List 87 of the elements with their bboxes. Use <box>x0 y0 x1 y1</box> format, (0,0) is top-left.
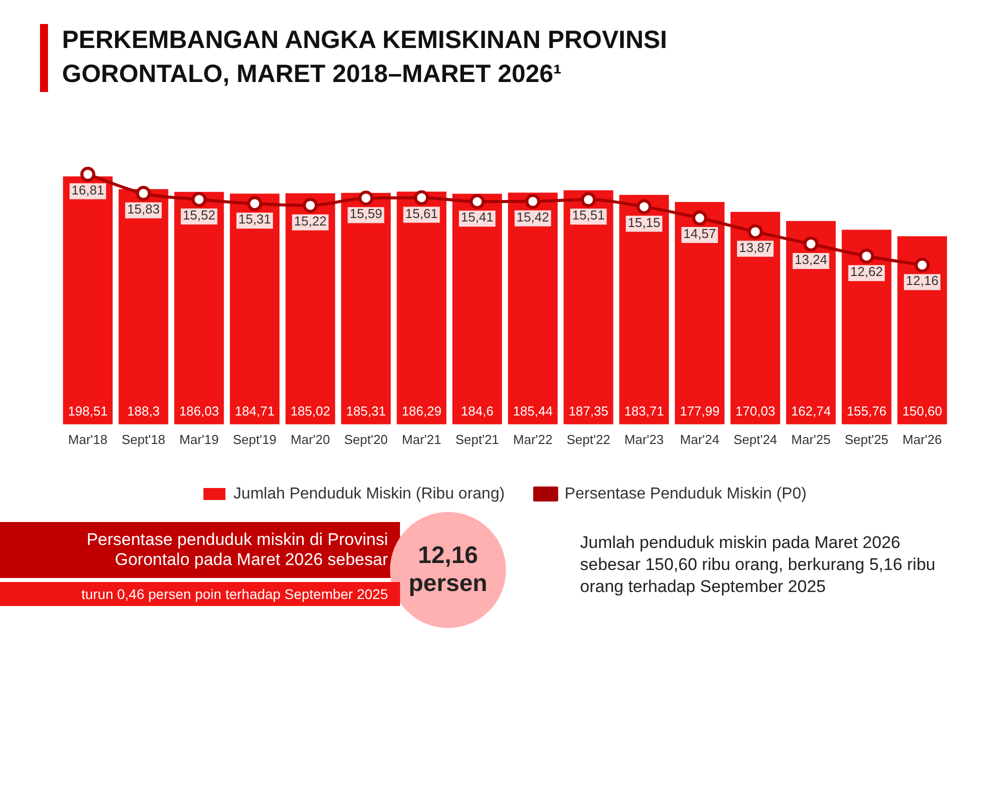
legend-label: Persentase Penduduk Miskin (P0) <box>564 484 807 502</box>
bar <box>452 193 502 424</box>
data-label: 183,71 <box>624 402 664 418</box>
x-tick-label: Sept'19 <box>232 431 277 446</box>
bar <box>564 190 614 424</box>
data-label: 185,02 <box>290 402 330 418</box>
point <box>914 257 930 272</box>
data-label: 187,35 <box>568 402 608 418</box>
x-tick-label: Mar'18 <box>68 431 108 446</box>
data-label: 12,62 <box>850 264 883 279</box>
text: Persentase penduduk miskin di Provinsi Gorontalo pada Maret 2026 sebesar <box>0 522 400 578</box>
data-label: 170,03 <box>735 402 776 418</box>
point <box>302 197 318 212</box>
x-tick-label: Sept'22 <box>566 431 610 446</box>
point <box>136 185 151 200</box>
text: Jumlah penduduk miskin pada Maret 2026 sebesar 150,60 ribu orang, berkurang 5,16 ribu orang terhadap September 2025 <box>580 532 936 598</box>
point <box>803 236 818 251</box>
x-tick-label: Sept'20 <box>344 431 388 446</box>
data-label: 184,71 <box>234 402 275 418</box>
data-label: 13,87 <box>739 239 772 254</box>
point <box>358 190 374 206</box>
data-label: 155,76 <box>846 402 886 418</box>
x-tick-label: Sept'25 <box>844 431 888 446</box>
bar <box>897 236 948 424</box>
data-label: 15,51 <box>572 207 605 222</box>
data-label: 15,31 <box>238 211 271 226</box>
data-label: 185,44 <box>512 402 553 418</box>
bar <box>786 220 836 424</box>
data-label: 15,52 <box>182 207 216 222</box>
data-label: 15,15 <box>628 214 660 230</box>
x-tick-label: Mar'20 <box>290 431 330 446</box>
bar <box>508 192 558 424</box>
point <box>80 166 96 182</box>
bar <box>341 192 391 424</box>
data-label: 12,16 <box>906 272 938 288</box>
data-label: 198,51 <box>68 402 108 418</box>
data-label: 15,59 <box>350 206 382 221</box>
data-label: 15,61 <box>405 205 438 220</box>
bar <box>62 176 113 424</box>
bar <box>730 211 780 424</box>
x-tick-label: Sept'24 <box>733 431 778 446</box>
data-label: 186,03 <box>179 402 219 418</box>
data-label: 15,41 <box>460 209 494 224</box>
legend-label: Jumlah Penduduk Miskin (Ribu orang) <box>233 484 505 502</box>
bar <box>285 192 336 424</box>
data-label: 14,57 <box>683 226 716 241</box>
x-tick-label: Mar'25 <box>791 431 831 446</box>
text: turun 0,46 persen poin terhadap September 2025 <box>0 582 400 606</box>
data-label: 16,81 <box>72 182 104 197</box>
x-tick-label: Mar'26 <box>902 431 942 446</box>
chart-title: PERKEMBANGAN ANGKA KEMISKINAN PROVINSI GORONTALO, MARET 2018–MARET 2026¹ <box>40 24 742 92</box>
x-tick-label: Mar'24 <box>680 431 720 446</box>
x-tick-label: Mar'23 <box>624 431 664 446</box>
x-tick-label: Sept'21 <box>455 431 500 446</box>
bar <box>674 201 725 424</box>
point <box>859 248 874 264</box>
point <box>247 196 262 211</box>
point <box>580 192 596 207</box>
point <box>470 194 485 209</box>
data-label: 186,29 <box>402 402 442 418</box>
point <box>636 198 652 214</box>
text: 12,16 persen <box>390 512 506 628</box>
bar <box>230 193 280 424</box>
x-tick-label: Mar'19 <box>179 431 219 446</box>
data-label: 177,99 <box>680 402 720 418</box>
x-tick-label: Sept'18 <box>122 431 166 446</box>
data-label: 185,31 <box>346 402 386 418</box>
data-label: 162,74 <box>791 402 831 418</box>
bar <box>118 188 168 424</box>
bar <box>842 229 892 424</box>
point <box>192 191 207 206</box>
data-label: 15,83 <box>127 200 160 216</box>
x-tick-label: Mar'22 <box>513 431 552 446</box>
data-label: 150,60 <box>902 402 942 418</box>
x-tick-label: Mar'21 <box>402 431 442 446</box>
point <box>692 210 708 226</box>
data-label: 15,42 <box>516 209 550 224</box>
data-label: 15,22 <box>294 212 327 228</box>
bar <box>174 191 224 424</box>
point <box>414 190 430 205</box>
data-label: 188,3 <box>127 402 160 418</box>
point <box>525 193 540 208</box>
point <box>748 224 763 239</box>
data-label: 13,24 <box>794 252 828 267</box>
bar <box>619 194 669 424</box>
data-label: 184,6 <box>460 402 494 418</box>
bar <box>396 191 446 424</box>
